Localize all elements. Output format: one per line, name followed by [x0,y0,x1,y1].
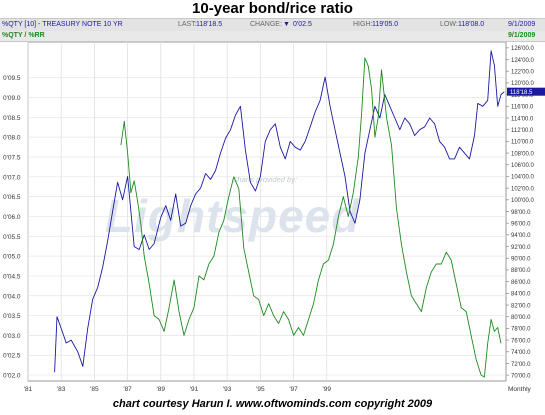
right-tick-label: 98'00.0 [511,210,531,216]
left-tick-label: 0'04.0 [3,293,21,300]
right-tick-label: 74'00.0 [511,350,531,356]
last-value-label: 118'18.5 [510,90,533,96]
x-tick-label: '97 [289,386,298,393]
right-tick-label: 126'00.0 [511,46,534,52]
left-tick-label: 0'08.5 [3,115,21,122]
right-tick-label: 94'00.0 [511,233,531,239]
right-tick-label: 78'00.0 [511,327,531,333]
ratio-series-label: %QTY / %RR [2,32,45,39]
right-tick-label: 104'00.0 [511,175,534,181]
right-tick-label: 108'00.0 [511,151,534,157]
change-label: CHANGE: [250,21,282,28]
right-tick-label: 70'00.0 [511,373,531,379]
right-tick-label: 124'00.0 [511,58,534,64]
last-value-marker [507,87,545,96]
x-tick-label: '95 [256,386,265,393]
right-tick-label: 114'00.0 [511,116,534,122]
right-tick-label: 110'00.0 [511,140,534,146]
right-tick-label: 112'00.0 [511,128,534,134]
right-tick-label: 120'00.0 [511,81,534,87]
right-tick-label: 80'00.0 [511,315,531,321]
chart-header-bar: %QTY [10] - TREASURY NOTE 10 YR LAST: 11… [0,18,545,32]
right-tick-label: 76'00.0 [511,338,531,344]
left-tick-label: 0'02.0 [3,373,21,380]
x-tick-label: '85 [90,386,99,393]
x-tick-label: '89 [157,386,166,393]
x-tick-label: '99 [323,386,332,393]
x-interval-label: Monthly [508,386,532,393]
right-tick-label: 116'00.0 [511,105,534,111]
change-value: 0'02.5 [293,21,312,28]
watermark-small-text: Charts provided by: [232,175,297,184]
chart-subheader-bar: %QTY / %RR 9/1/2009 [0,31,545,42]
high-label: HIGH: [353,21,373,28]
ratio-series-line [120,57,502,378]
right-tick-label: 92'00.0 [511,245,531,251]
header-date: 9/1/2009 [508,21,536,28]
right-tick-label: 100'00.0 [511,198,534,204]
page-title: 10-year bond/rice ratio [192,0,353,17]
change-down-icon: ▼ [283,21,290,28]
last-label: LAST: [178,21,197,28]
right-tick-label: 82'00.0 [511,303,531,309]
plot-frame [27,41,507,382]
right-tick-label: 72'00.0 [511,362,531,368]
subheader-date: 9/1/2009 [508,32,536,39]
last-value: 118'18.5 [196,21,223,28]
left-tick-label: 0'08.0 [3,135,21,142]
right-tick-label: 118'00.0 [511,93,534,99]
x-tick-label: '93 [223,386,232,393]
low-value: 118'08.0 [458,21,485,28]
left-tick-label: 0'05.5 [3,234,21,241]
right-tick-label: 88'00.0 [511,268,531,274]
left-tick-label: 0'09.5 [3,75,21,82]
left-tick-label: 0'05.0 [3,254,21,261]
left-tick-label: 0'03.5 [3,313,21,320]
watermark-logo-text: Lightspeed [105,190,360,242]
right-tick-label: 90'00.0 [511,257,531,263]
right-tick-label: 122'00.0 [511,70,534,76]
x-tick-label: '91 [190,386,199,393]
footer-credit: chart courtesy Harun I. www.oftwominds.c… [112,398,433,410]
x-tick-label: '81 [24,386,33,393]
right-tick-label: 102'00.0 [511,186,534,192]
x-tick-label: '87 [123,386,132,393]
low-label: LOW: [440,21,458,28]
right-tick-label: 86'00.0 [511,280,531,286]
right-tick-label: 96'00.0 [511,221,531,227]
left-tick-label: 0'06.0 [3,214,21,221]
left-tick-label: 0'07.5 [3,154,21,161]
left-tick-label: 0'03.0 [3,333,21,340]
left-tick-label: 0'04.5 [3,273,21,280]
left-tick-label: 0'09.0 [3,95,21,102]
right-tick-label: 106'00.0 [511,163,534,169]
high-value: 119'05.0 [372,21,399,28]
left-tick-label: 0'06.5 [3,194,21,201]
x-tick-label: '83 [57,386,66,393]
treasury-series-line [54,50,505,373]
left-tick-label: 0'02.5 [3,353,21,360]
symbol-label: %QTY [10] - TREASURY NOTE 10 YR [2,21,123,28]
left-tick-label: 0'07.0 [3,174,21,181]
right-tick-label: 84'00.0 [511,292,531,298]
